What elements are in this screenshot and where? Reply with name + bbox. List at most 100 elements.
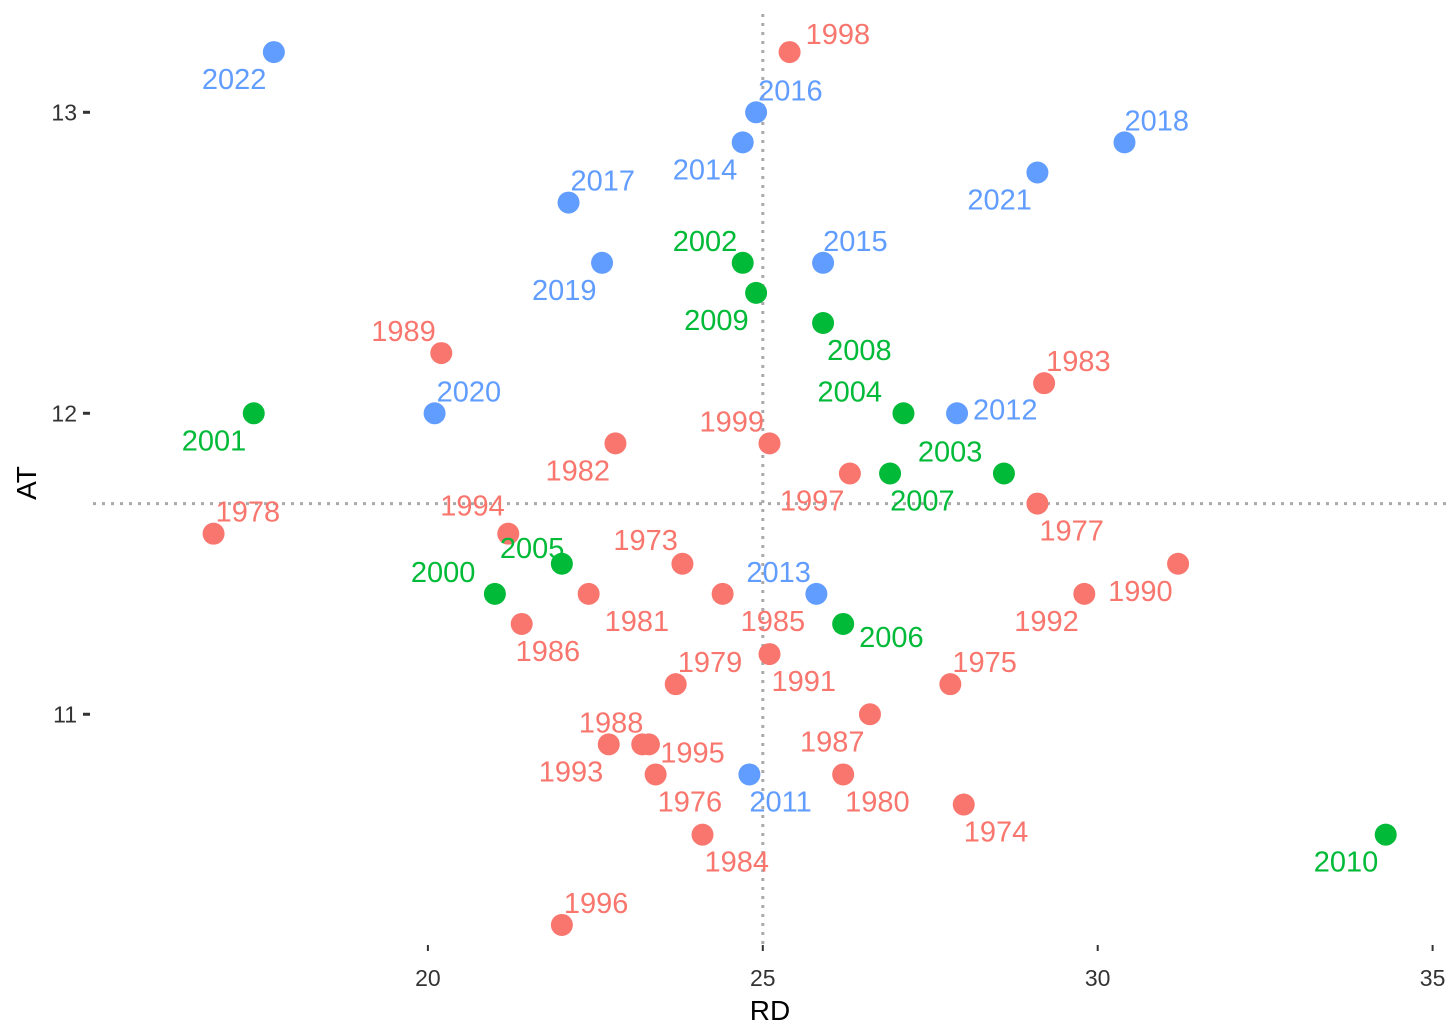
scatter-point xyxy=(731,251,754,274)
scatter-point xyxy=(952,793,975,816)
scatter-point xyxy=(805,582,828,605)
scatter-point xyxy=(858,703,881,726)
scatter-point xyxy=(711,582,734,605)
point-label: 1996 xyxy=(564,888,629,920)
point-label: 1991 xyxy=(772,666,837,698)
point-label: 1978 xyxy=(216,497,281,529)
point-label: 1994 xyxy=(440,491,505,523)
scatter-point xyxy=(242,402,265,425)
y-tick-label: 11 xyxy=(53,701,77,727)
scatter-point xyxy=(832,763,855,786)
scatter-point xyxy=(550,913,573,936)
scatter-point xyxy=(430,342,453,365)
scatter-point xyxy=(691,823,714,846)
scatter-point xyxy=(1073,582,1096,605)
point-label: 1983 xyxy=(1046,346,1111,378)
point-label: 2017 xyxy=(571,166,636,198)
point-label: 1977 xyxy=(1039,516,1104,548)
scatter-point xyxy=(510,612,533,635)
point-label: 1984 xyxy=(705,847,770,879)
scatter-point xyxy=(1026,161,1049,184)
scatter-point xyxy=(202,522,225,545)
scatter-point xyxy=(832,612,855,635)
point-label: 1997 xyxy=(780,485,845,517)
point-label: 2003 xyxy=(918,436,983,468)
scatter-point xyxy=(838,462,861,485)
point-label: 2008 xyxy=(827,335,892,367)
point-label: 2018 xyxy=(1124,105,1189,137)
point-label: 1987 xyxy=(800,726,865,758)
y-tick-label: 12 xyxy=(51,400,77,426)
scatter-point xyxy=(992,462,1015,485)
point-label: 1988 xyxy=(579,707,644,739)
point-label: 2001 xyxy=(182,425,247,457)
scatter-point xyxy=(604,432,627,455)
scatter-point xyxy=(879,462,902,485)
scatter-point xyxy=(550,552,573,575)
data-points xyxy=(202,41,1397,936)
point-label: 1976 xyxy=(658,786,723,818)
point-label: 2005 xyxy=(500,533,565,565)
x-tick-label: 35 xyxy=(1420,965,1446,991)
point-label: 2020 xyxy=(437,376,502,408)
point-label: 1980 xyxy=(845,786,910,818)
point-label: 1993 xyxy=(539,756,604,788)
scatter-point xyxy=(483,582,506,605)
point-label: 1999 xyxy=(700,406,765,438)
scatter-point xyxy=(597,733,620,756)
point-label: 2004 xyxy=(817,376,882,408)
point-label: 1985 xyxy=(741,606,806,638)
scatter-point xyxy=(1374,823,1397,846)
point-label: 1995 xyxy=(660,737,725,769)
point-label: 2013 xyxy=(746,557,811,589)
point-label: 1989 xyxy=(371,316,436,348)
y-axis-title: AT xyxy=(11,466,42,500)
point-labels: 1973 1974 1975 1976 1977 1978 1979 1980 1981 1982… xyxy=(182,19,1378,920)
scatter-point xyxy=(591,251,614,274)
scatter-point xyxy=(664,673,687,696)
scatter-point xyxy=(1167,552,1190,575)
scatter-point xyxy=(758,643,781,666)
scatter-point xyxy=(1033,372,1056,395)
scatter-point xyxy=(738,763,761,786)
scatter-point xyxy=(892,402,915,425)
scatter-point xyxy=(631,733,654,756)
point-label: 1975 xyxy=(952,647,1017,679)
point-label: 2006 xyxy=(859,622,924,654)
scatter-point xyxy=(671,552,694,575)
x-axis-title: RD xyxy=(750,995,790,1026)
point-label: 2016 xyxy=(758,75,823,107)
point-label: 1979 xyxy=(678,647,743,679)
scatter-point xyxy=(778,41,801,64)
point-label: 2019 xyxy=(532,275,597,307)
point-label: 1990 xyxy=(1108,576,1173,608)
point-label: 1973 xyxy=(613,525,678,557)
point-label: 1982 xyxy=(545,455,610,487)
point-label: 2002 xyxy=(673,226,738,258)
scatter-point xyxy=(557,191,580,214)
x-tick-label: 30 xyxy=(1085,965,1111,991)
point-label: 1986 xyxy=(516,636,581,668)
point-label: 1998 xyxy=(806,19,871,51)
scatter-point xyxy=(745,281,768,304)
point-label: 2010 xyxy=(1314,847,1379,879)
scatter-point xyxy=(1026,492,1049,515)
point-label: 2014 xyxy=(673,154,738,186)
scatter-point xyxy=(1113,131,1136,154)
scatter-point xyxy=(644,763,667,786)
scatter-point xyxy=(812,251,835,274)
scatter-point xyxy=(262,41,285,64)
scatter-point xyxy=(812,311,835,334)
scatter-point xyxy=(745,101,768,124)
point-label: 2012 xyxy=(973,394,1038,426)
axes: 20 25 30 35 11 12 13 xyxy=(51,99,1445,991)
point-label: 2007 xyxy=(890,485,955,517)
scatter-point xyxy=(731,131,754,154)
point-label: 2000 xyxy=(411,557,476,589)
point-label: 2009 xyxy=(684,305,749,337)
reference-lines xyxy=(93,14,1446,944)
point-label: 1992 xyxy=(1014,606,1079,638)
scatter-point xyxy=(497,522,520,545)
y-tick-label: 13 xyxy=(51,99,77,125)
